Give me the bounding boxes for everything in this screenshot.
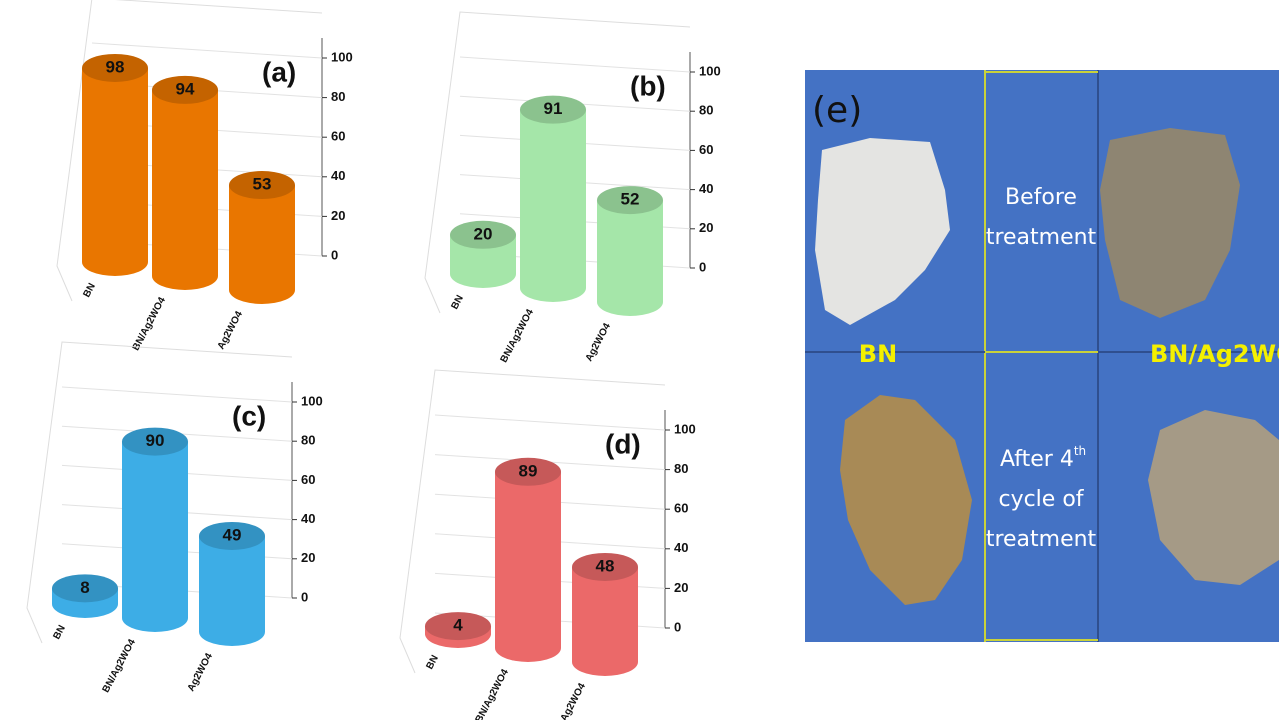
after-text: treatment	[986, 527, 1097, 552]
panel-label: (e)	[812, 90, 862, 131]
x-tick-label: BN/Ag2WO4	[101, 637, 139, 695]
bar	[495, 472, 561, 662]
bar	[199, 536, 265, 646]
sample-label: BN	[859, 340, 897, 368]
y-tick-label: 80	[699, 103, 713, 118]
y-tick-label: 0	[699, 259, 706, 274]
y-tick-label: 20	[699, 220, 713, 235]
cylinder	[495, 458, 561, 662]
value-label: 48	[596, 556, 615, 575]
bar	[572, 567, 638, 676]
value-label: 52	[621, 190, 640, 209]
y-tick-label: 60	[331, 129, 345, 144]
chart-title: (d)	[605, 428, 641, 459]
y-tick-label: 100	[699, 63, 721, 78]
before-text: treatment	[986, 225, 1097, 250]
y-tick-label: 80	[301, 433, 315, 448]
x-tick-label: Ag2WO4	[216, 309, 245, 351]
y-tick-label: 40	[674, 540, 688, 555]
bar	[152, 90, 218, 290]
y-tick-label: 80	[331, 89, 345, 104]
y-tick-label: 60	[301, 472, 315, 487]
x-tick-label: Ag2WO4	[584, 321, 613, 363]
figure: (e) Before treatment After 4th cycle of …	[0, 0, 1279, 720]
bar	[82, 68, 148, 276]
bar	[122, 442, 188, 632]
cylinder	[520, 96, 586, 302]
value-label: 8	[80, 578, 89, 597]
bar	[597, 200, 663, 316]
y-tick-label: 20	[331, 208, 345, 223]
y-tick-label: 100	[331, 49, 353, 64]
value-label: 94	[176, 79, 195, 98]
value-label: 90	[146, 431, 165, 450]
bar	[229, 185, 295, 304]
y-tick-label: 100	[301, 393, 323, 408]
y-tick-label: 40	[301, 511, 315, 526]
y-tick-label: 0	[301, 589, 308, 604]
y-tick-label: 0	[331, 247, 338, 262]
value-label: 4	[453, 616, 463, 635]
value-label: 89	[519, 461, 538, 480]
value-label: 53	[253, 175, 272, 194]
x-tick-label: BN/Ag2WO4	[499, 307, 537, 365]
y-tick-label: 20	[301, 550, 315, 565]
y-tick-label: 40	[331, 168, 345, 183]
value-label: 49	[223, 525, 242, 544]
before-text: Before	[1005, 185, 1077, 210]
after-sup: th	[1074, 444, 1086, 458]
after-text: After 4	[1000, 447, 1074, 472]
chart-title: (a)	[262, 56, 296, 87]
after-text: cycle of	[998, 487, 1084, 512]
y-tick-label: 100	[674, 421, 696, 436]
chart-title: (c)	[232, 400, 266, 431]
cylinder	[82, 54, 148, 276]
y-tick-label: 0	[674, 619, 681, 634]
x-tick-label: Ag2WO4	[559, 681, 588, 720]
y-tick-label: 40	[699, 181, 713, 196]
x-tick-label: Ag2WO4	[186, 651, 215, 693]
value-label: 91	[544, 99, 563, 118]
x-tick-label: BN	[449, 293, 465, 311]
chart-title: (b)	[630, 70, 666, 101]
x-tick-label: BN	[51, 623, 67, 641]
y-tick-label: 20	[674, 580, 688, 595]
y-tick-label: 80	[674, 461, 688, 476]
x-tick-label: BN	[424, 653, 440, 671]
after-text: After 4th	[1000, 444, 1086, 473]
y-tick-label: 60	[674, 501, 688, 516]
x-tick-label: BN	[81, 281, 97, 299]
value-label: 98	[106, 57, 125, 76]
page: {"chart_data": [ {"type": "bar", "title"…	[0, 0, 1279, 720]
x-tick-label: BN/Ag2WO4	[474, 667, 512, 720]
x-tick-label: BN/Ag2WO4	[131, 295, 169, 353]
value-label: 20	[474, 224, 493, 243]
y-tick-label: 60	[699, 142, 713, 157]
cylinder	[122, 428, 188, 632]
sample-label: BN/Ag2WO4	[1150, 340, 1279, 368]
bar	[520, 110, 586, 302]
cylinder	[152, 76, 218, 290]
